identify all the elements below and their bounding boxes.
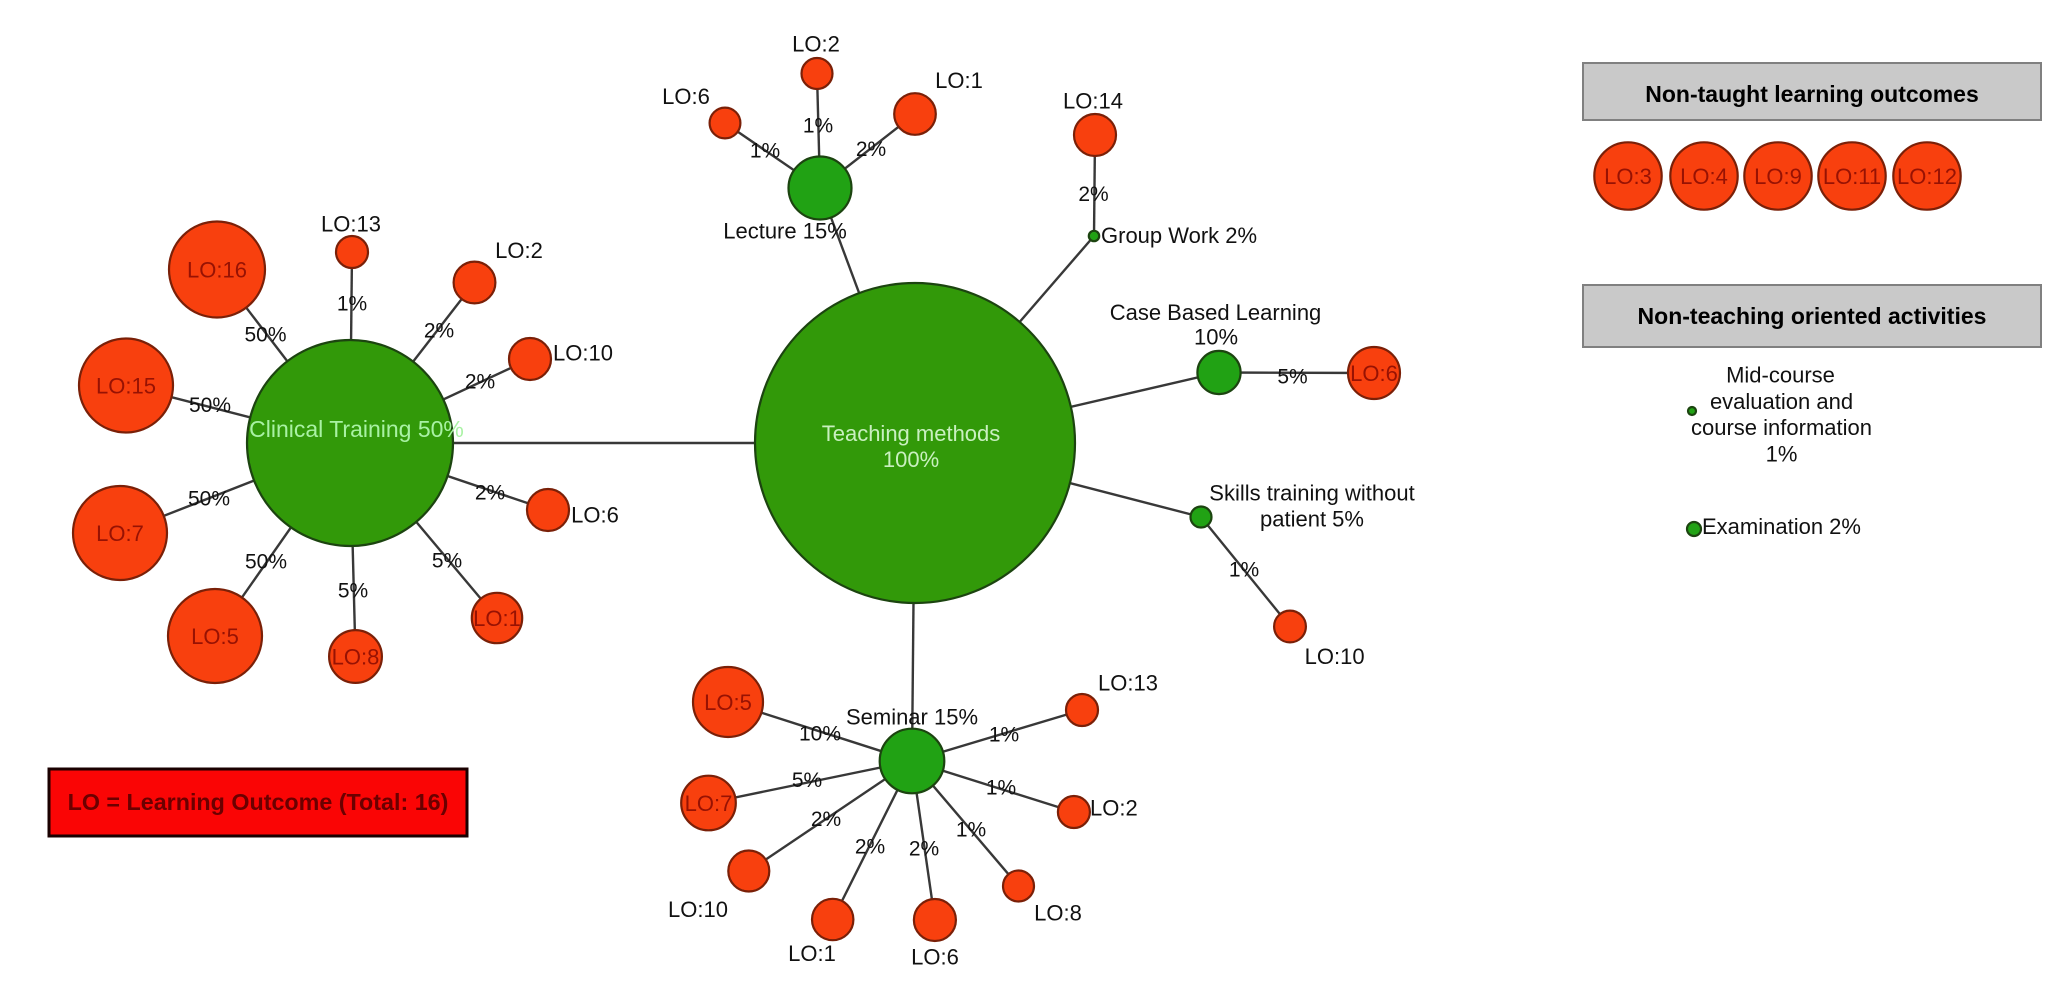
svg-text:2%: 2%	[811, 808, 841, 831]
svg-text:Clinical Training 50%: Clinical Training 50%	[249, 416, 464, 442]
svg-text:LO:7: LO:7	[96, 521, 144, 546]
svg-text:Seminar 15%: Seminar 15%	[846, 705, 978, 730]
svg-text:LO:8: LO:8	[1034, 901, 1082, 926]
svg-text:LO:10: LO:10	[1305, 644, 1365, 669]
svg-text:2%: 2%	[856, 138, 886, 161]
svg-text:5%: 5%	[1277, 366, 1307, 389]
svg-text:LO:2: LO:2	[1090, 796, 1138, 821]
svg-text:Group Work 2%: Group Work 2%	[1101, 223, 1257, 248]
svg-text:1%: 1%	[750, 140, 780, 163]
svg-text:LO:13: LO:13	[321, 212, 381, 237]
svg-text:LO:12: LO:12	[1897, 164, 1957, 189]
svg-text:2%: 2%	[855, 836, 885, 859]
svg-text:LO:1: LO:1	[935, 68, 983, 93]
svg-text:50%: 50%	[189, 394, 231, 417]
svg-text:LO:8: LO:8	[332, 645, 380, 670]
svg-text:LO:7: LO:7	[685, 791, 733, 816]
svg-text:10%: 10%	[1194, 325, 1238, 350]
svg-text:2%: 2%	[424, 320, 454, 343]
svg-text:LO:1: LO:1	[788, 941, 836, 966]
svg-text:LO:11: LO:11	[1823, 164, 1881, 189]
svg-text:LO:14: LO:14	[1063, 89, 1123, 114]
svg-text:Teaching methods: Teaching methods	[822, 421, 1001, 446]
svg-text:100%: 100%	[883, 447, 939, 472]
svg-text:2%: 2%	[1078, 183, 1108, 206]
svg-text:Non-teaching oriented activiti: Non-teaching oriented activities	[1638, 303, 1987, 329]
svg-text:LO:15: LO:15	[96, 374, 156, 399]
svg-text:50%: 50%	[244, 324, 286, 347]
svg-text:LO = Learning Outcome (Total:: LO = Learning Outcome (Total: 16)	[68, 789, 449, 815]
svg-text:LO:5: LO:5	[704, 690, 752, 715]
svg-text:LO:2: LO:2	[495, 238, 543, 263]
svg-text:Mid-course: Mid-course	[1726, 363, 1835, 388]
svg-text:Case Based Learning: Case Based Learning	[1110, 300, 1322, 325]
svg-text:patient 5%: patient 5%	[1260, 507, 1364, 532]
svg-text:1%: 1%	[986, 777, 1016, 800]
svg-text:evaluation and: evaluation and	[1710, 389, 1853, 414]
svg-text:1%: 1%	[989, 724, 1019, 747]
svg-text:LO:9: LO:9	[1754, 164, 1802, 189]
svg-text:10%: 10%	[799, 723, 841, 746]
svg-text:1%: 1%	[1766, 442, 1798, 467]
svg-text:LO:5: LO:5	[191, 624, 239, 649]
svg-text:50%: 50%	[245, 551, 287, 574]
svg-text:LO:16: LO:16	[187, 258, 247, 283]
svg-text:2%: 2%	[465, 371, 495, 394]
svg-text:LO:3: LO:3	[1604, 164, 1652, 189]
svg-text:LO:6: LO:6	[571, 503, 619, 528]
svg-text:LO:10: LO:10	[553, 341, 613, 366]
svg-text:LO:6: LO:6	[662, 84, 710, 109]
svg-text:LO:4: LO:4	[1680, 164, 1728, 189]
svg-text:5%: 5%	[792, 769, 822, 792]
svg-text:50%: 50%	[188, 488, 230, 511]
svg-text:LO:6: LO:6	[1350, 361, 1398, 386]
svg-text:1%: 1%	[803, 115, 833, 138]
svg-text:2%: 2%	[909, 838, 939, 861]
svg-text:Skills training without: Skills training without	[1209, 481, 1414, 506]
svg-text:LO:6: LO:6	[911, 945, 959, 970]
svg-text:LO:13: LO:13	[1098, 671, 1158, 696]
svg-text:LO:1: LO:1	[473, 606, 521, 631]
svg-text:course information: course information	[1691, 415, 1872, 440]
svg-text:LO:10: LO:10	[668, 897, 728, 922]
svg-text:1%: 1%	[1229, 559, 1259, 582]
svg-text:Lecture 15%: Lecture 15%	[723, 219, 847, 244]
svg-text:1%: 1%	[956, 819, 986, 842]
svg-text:5%: 5%	[432, 550, 462, 573]
svg-text:2%: 2%	[475, 482, 505, 505]
svg-text:Non-taught learning outcomes: Non-taught learning outcomes	[1645, 81, 1979, 107]
svg-text:5%: 5%	[338, 580, 368, 603]
svg-text:LO:2: LO:2	[792, 32, 840, 57]
svg-text:Examination 2%: Examination 2%	[1702, 514, 1861, 539]
svg-text:1%: 1%	[337, 293, 367, 316]
